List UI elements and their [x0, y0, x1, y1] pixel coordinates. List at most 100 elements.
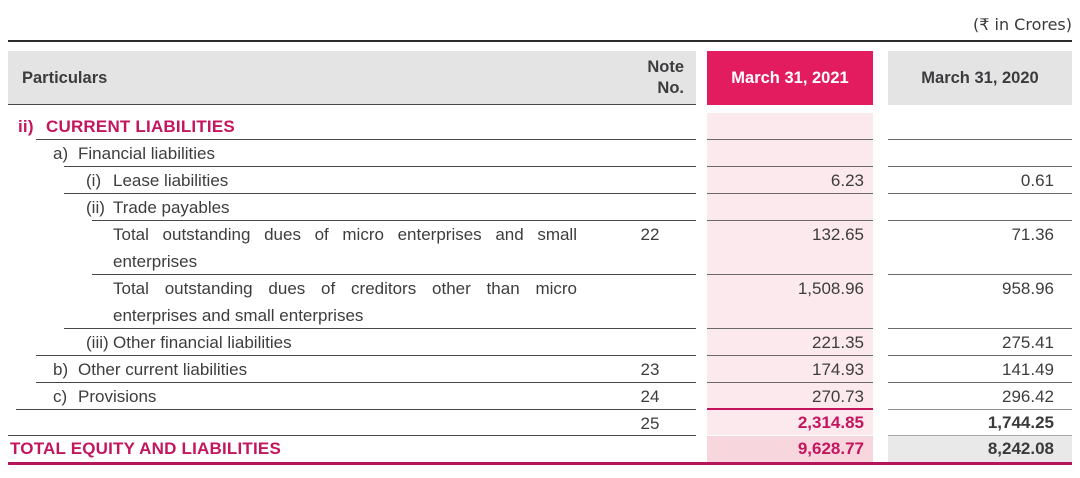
column-gap [696, 51, 707, 105]
column-gap [696, 140, 707, 167]
note-number: 22 [640, 225, 660, 244]
column-gap [873, 221, 888, 275]
value-march-2021: 2,314.85 [707, 410, 873, 436]
column-gap [873, 383, 888, 410]
table-row: Total outstanding dues of micro enterpri… [8, 221, 1072, 275]
column-header-march-2020: March 31, 2020 [888, 51, 1072, 105]
column-gap [873, 329, 888, 356]
value-march-2021: 9,628.77 [707, 436, 873, 462]
column-gap [873, 113, 888, 140]
value-march-2021: 1,508.96 [707, 275, 873, 329]
financial-statement-page: (₹ in Crores) Particulars Note No. March… [8, 14, 1072, 465]
value-march-2021 [707, 194, 873, 221]
column-gap [696, 167, 707, 194]
row-label: Lease liabilities [113, 171, 229, 190]
row-marker: (iii) [86, 333, 109, 352]
table-row: (ii) Trade payables 22 [8, 194, 1072, 244]
value-march-2020 [888, 194, 1072, 221]
row-marker: (ii) [86, 198, 105, 217]
column-gap [873, 275, 888, 329]
column-gap [696, 410, 707, 436]
value-march-2021: 132.65 [707, 221, 873, 275]
column-gap [873, 140, 888, 167]
value-march-2020 [888, 113, 1072, 140]
particulars-cell: Total outstanding dues of micro enterpri… [8, 221, 696, 275]
column-gap [696, 356, 707, 383]
value-march-2020: 275.41 [888, 329, 1072, 356]
column-gap [696, 383, 707, 410]
value-march-2021: 6.23 [707, 167, 873, 194]
row-label: Total outstanding dues of micro enterpri… [113, 225, 577, 271]
particulars-cell: b) Other current liabilities 24 [8, 356, 696, 406]
column-gap [696, 221, 707, 275]
top-rule [8, 40, 1072, 42]
value-march-2021: 221.35 [707, 329, 873, 356]
table-header-row: Particulars Note No. March 31, 2021 Marc… [8, 51, 1072, 105]
note-number: 23 [640, 360, 660, 379]
note-number: 25 [640, 414, 660, 433]
table-row: b) Other current liabilities 24 174.93 141.4… [8, 356, 1072, 406]
value-march-2020: 8,242.08 [888, 436, 1072, 462]
particulars-header-cell: Particulars Note No. [8, 51, 696, 105]
row-label: Financial liabilities [78, 144, 216, 163]
table-row: Total outstanding dues of creditors othe… [8, 275, 1072, 329]
column-gap [873, 51, 888, 105]
table-row: c) Provisions 25 270.73 296.42 [8, 383, 1072, 433]
column-gap [873, 167, 888, 194]
column-gap [873, 356, 888, 383]
column-gap [696, 194, 707, 221]
particulars-cell: (iii) Other financial liabilities 23 [8, 329, 696, 379]
table-row: TOTAL EQUITY AND LIABILITIES 9,628.77 8,24… [8, 436, 1072, 462]
value-march-2020: 958.96 [888, 275, 1072, 329]
table-body: ii) CURRENT LIABILITIES a) Financial liabil… [8, 113, 1072, 462]
table-row: (i) Lease liabilities 6.23 0.61 [8, 167, 1072, 194]
note-header-line2: No. [657, 79, 684, 97]
particulars-cell [8, 410, 696, 436]
row-label: Total outstanding dues of creditors othe… [113, 279, 577, 325]
table-row: (iii) Other financial liabilities 23 221.35… [8, 329, 1072, 379]
table-row: a) Financial liabilities [8, 140, 1072, 167]
column-gap [873, 410, 888, 436]
row-label: CURRENT LIABILITIES [46, 117, 235, 136]
currency-note: (₹ in Crores) [8, 14, 1072, 40]
row-label: Other financial liabilities [113, 333, 292, 352]
value-march-2020: 141.49 [888, 356, 1072, 383]
value-march-2020 [888, 140, 1072, 167]
particulars-cell: Total outstanding dues of creditors othe… [8, 275, 696, 329]
column-gap [873, 194, 888, 221]
particulars-cell: (i) Lease liabilities [8, 167, 696, 194]
table-row: 2,314.85 1,744.25 [8, 410, 1072, 436]
particulars-cell: TOTAL EQUITY AND LIABILITIES [8, 436, 696, 462]
row-label: Other current liabilities [78, 360, 248, 379]
value-march-2020: 71.36 [888, 221, 1072, 275]
value-march-2021: 270.73 [707, 383, 873, 410]
column-gap [696, 275, 707, 329]
particulars-cell: a) Financial liabilities [8, 140, 696, 167]
column-gap [696, 329, 707, 356]
note-number: 24 [640, 387, 660, 406]
particulars-cell: ii) CURRENT LIABILITIES [8, 113, 696, 140]
value-march-2020: 0.61 [888, 167, 1072, 194]
row-label: Trade payables [113, 198, 230, 217]
table-row: ii) CURRENT LIABILITIES [8, 113, 1072, 140]
value-march-2021 [707, 140, 873, 167]
row-label: Provisions [78, 387, 157, 406]
value-march-2021 [707, 113, 873, 140]
note-number-header: Note No. [647, 57, 684, 99]
column-gap [873, 436, 888, 462]
row-marker: ii) [18, 117, 34, 136]
row-marker: b) [53, 360, 69, 379]
row-label: TOTAL EQUITY AND LIABILITIES [10, 439, 282, 458]
bottom-rule [8, 462, 1072, 465]
column-header-march-2021: March 31, 2021 [707, 51, 873, 105]
note-header-line1: Note [647, 58, 684, 76]
row-marker: a) [53, 144, 69, 163]
particulars-header-label: Particulars [22, 68, 108, 87]
currency-note-text: (₹ in Crores) [972, 15, 1072, 34]
value-march-2020: 296.42 [888, 383, 1072, 410]
row-marker: (i) [86, 171, 102, 190]
column-gap [696, 436, 707, 462]
row-marker: c) [53, 387, 68, 406]
value-march-2020: 1,744.25 [888, 410, 1072, 436]
particulars-cell: (ii) Trade payables 22 [8, 194, 696, 244]
